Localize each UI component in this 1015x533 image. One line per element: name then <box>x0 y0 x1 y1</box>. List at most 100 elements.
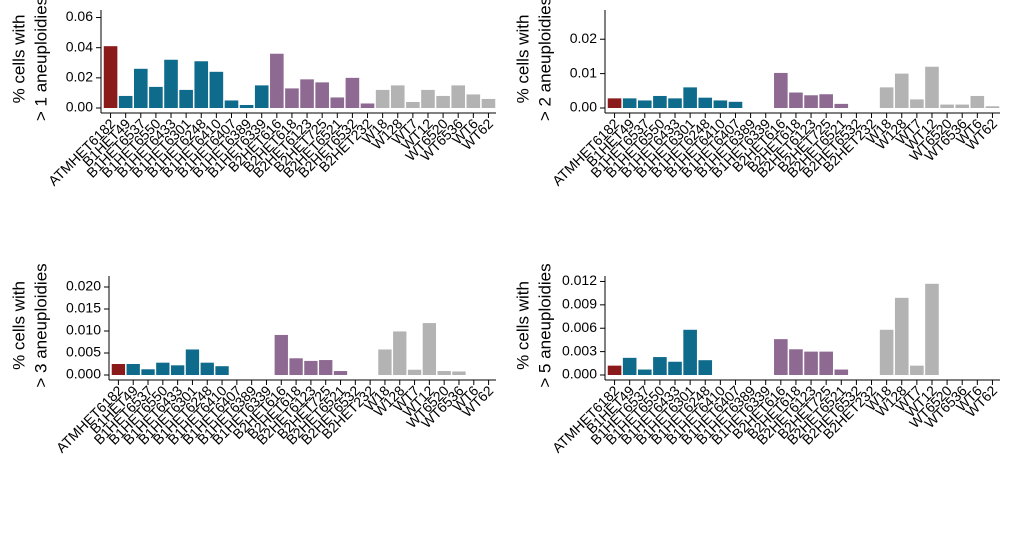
bar <box>118 95 133 108</box>
bar <box>819 351 833 375</box>
bar <box>289 358 303 375</box>
bar <box>304 360 318 375</box>
y-axis-label: > 3 aneuploidies <box>31 263 50 387</box>
bar <box>653 357 667 375</box>
y-tick-label: 0.02 <box>66 69 93 85</box>
bar <box>436 95 450 108</box>
bar <box>698 360 713 375</box>
y-tick-label: 0.04 <box>66 38 93 54</box>
bar <box>940 104 954 108</box>
bar <box>774 339 788 375</box>
y-tick-label: 0.005 <box>66 344 101 360</box>
bar <box>789 92 803 108</box>
bar <box>315 82 329 108</box>
bar <box>375 89 390 108</box>
bar <box>894 73 909 108</box>
bar <box>683 87 697 108</box>
bar <box>910 365 924 375</box>
bar <box>300 79 314 108</box>
bar <box>200 362 214 375</box>
bar <box>141 369 155 375</box>
bar <box>239 104 254 108</box>
bar <box>789 349 803 375</box>
y-axis-label: > 5 aneuploidies <box>535 263 554 387</box>
bar <box>333 371 348 375</box>
bar <box>156 362 170 375</box>
y-tick-label: 0.00 <box>570 99 597 115</box>
y-tick-label: 0.000 <box>66 366 101 382</box>
y-axis-label: > 2 aneuploidies <box>535 0 554 121</box>
y-axis-label: % cells with <box>9 281 28 370</box>
bar <box>774 72 788 108</box>
bar <box>421 89 435 108</box>
bar <box>215 366 229 375</box>
y-tick-label: 0.012 <box>562 272 597 288</box>
bar <box>653 95 667 108</box>
bar <box>894 297 909 375</box>
y-tick-label: 0.020 <box>66 278 101 294</box>
y-axis-label: % cells with <box>513 15 532 104</box>
bar <box>393 331 407 375</box>
bar <box>713 100 728 108</box>
y-tick-label: 0.015 <box>66 300 101 316</box>
bar <box>925 66 939 108</box>
y-tick-label: 0.010 <box>66 322 101 338</box>
y-tick-label: 0.003 <box>562 342 597 358</box>
bar <box>970 95 985 108</box>
bar <box>179 89 193 108</box>
bar <box>910 99 924 108</box>
bar <box>360 103 375 108</box>
bar <box>955 104 970 108</box>
bar <box>622 357 637 375</box>
bar <box>879 87 894 108</box>
y-tick-label: 0.009 <box>562 296 597 312</box>
y-tick-label: 0.01 <box>570 64 597 80</box>
bar <box>683 329 697 375</box>
bar <box>422 323 437 375</box>
y-tick-label: 0.006 <box>562 319 597 335</box>
bar <box>481 98 496 108</box>
y-tick-label: 0.000 <box>562 366 597 382</box>
bar <box>804 95 818 108</box>
bar <box>164 59 178 108</box>
bar <box>224 100 239 108</box>
bar <box>668 98 682 108</box>
y-axis-label: > 1 aneuploidies <box>31 0 50 121</box>
bar <box>274 334 288 375</box>
bar <box>466 94 481 108</box>
bar <box>834 103 849 108</box>
y-tick-label: 0.06 <box>66 8 93 24</box>
bar <box>185 349 200 375</box>
bar <box>103 46 118 108</box>
bar <box>607 98 622 108</box>
bar <box>637 369 652 375</box>
bar <box>170 365 185 375</box>
y-axis-label: % cells with <box>513 281 532 370</box>
bar <box>452 371 466 375</box>
bar <box>437 371 451 375</box>
bar <box>285 88 299 108</box>
bar <box>451 85 466 108</box>
bar <box>209 71 224 108</box>
bar <box>194 61 209 108</box>
y-tick-label: 0.00 <box>66 99 93 115</box>
bar <box>804 351 818 375</box>
bar <box>698 97 713 108</box>
bar <box>879 329 894 375</box>
bar <box>133 68 148 108</box>
bar <box>270 53 284 108</box>
bar <box>637 100 652 108</box>
bar <box>819 94 833 108</box>
bar <box>407 369 422 375</box>
bar <box>345 77 360 108</box>
y-tick-label: 0.02 <box>570 30 597 46</box>
bar <box>330 97 345 108</box>
bar <box>985 106 1000 108</box>
bar <box>406 101 420 108</box>
bar <box>668 361 682 375</box>
bar <box>925 283 939 375</box>
bar <box>149 86 163 108</box>
bar <box>622 98 637 108</box>
bar <box>111 364 126 375</box>
